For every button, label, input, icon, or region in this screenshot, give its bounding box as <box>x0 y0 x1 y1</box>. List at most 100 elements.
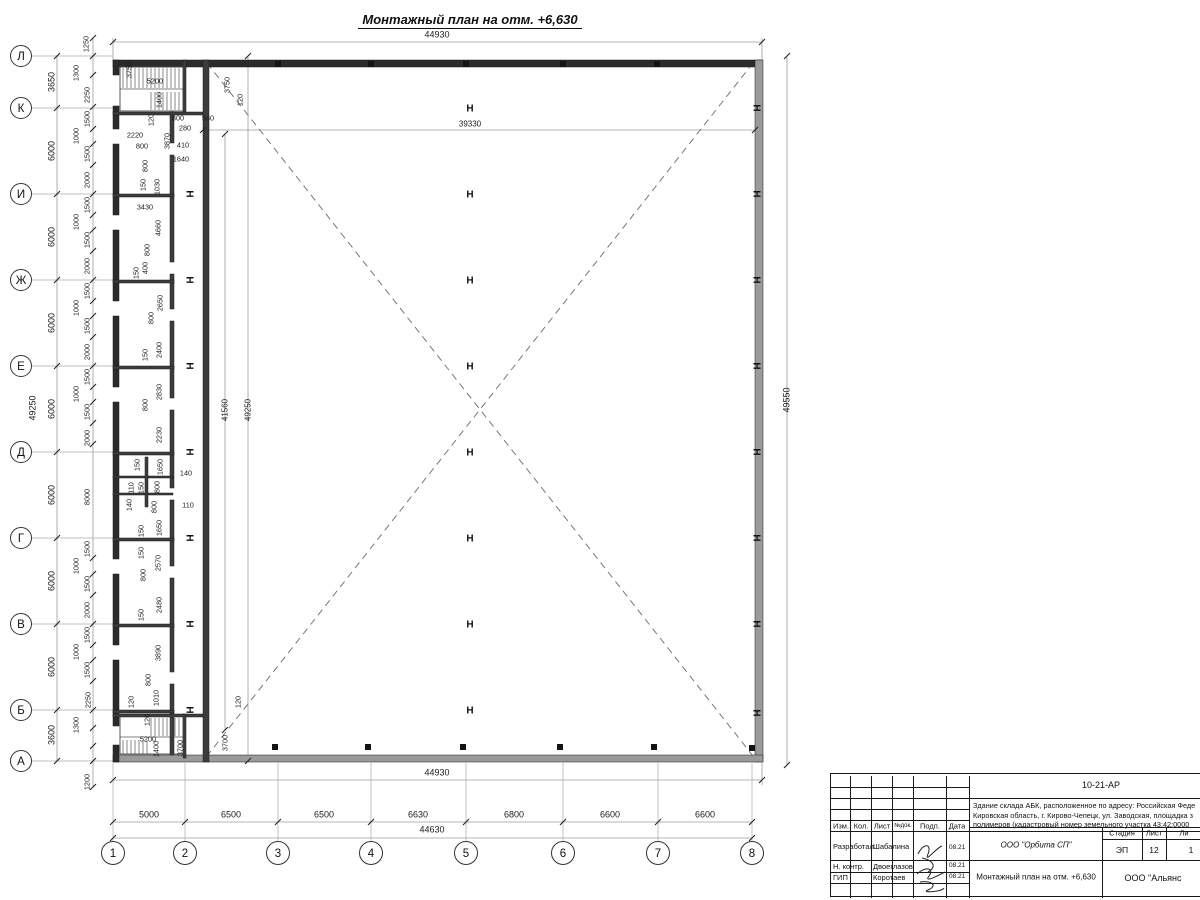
column-h-mark: Н <box>466 276 473 287</box>
dim-label: 120 <box>147 114 156 126</box>
column-h-mark: Н <box>184 706 195 713</box>
dimension-tick <box>89 757 97 765</box>
grid-bubble <box>359 841 383 865</box>
column-square <box>460 744 466 750</box>
dimension-tick <box>53 620 61 628</box>
dim-label: 41560 <box>221 398 230 421</box>
drawing-title-text: Монтажный план на отм. +6,630 <box>358 12 582 29</box>
wall <box>112 111 204 116</box>
dim-label: 44630 <box>419 825 444 835</box>
tb-line <box>892 776 893 898</box>
dimension-tick <box>53 706 61 714</box>
wall <box>112 713 204 718</box>
dimension-tick <box>89 641 97 649</box>
dim-label: 120 <box>234 696 243 708</box>
tb-line <box>831 787 969 788</box>
grid-bubble-label: 5 <box>463 848 469 860</box>
tb-line <box>1102 839 1200 840</box>
dim-label: 44930 <box>424 768 449 778</box>
column-h-mark: Н <box>751 448 762 455</box>
tb-address-line1: Здание склада АБК, расположенное по адре… <box>973 801 1196 810</box>
column-square <box>651 744 657 750</box>
dimension-tick <box>274 818 282 826</box>
grid-bubble-label: 6 <box>560 848 566 860</box>
dim-label: 1500 <box>83 541 92 557</box>
tb-stage-value: ЭП <box>1115 845 1129 855</box>
dimension-tick <box>89 103 97 111</box>
dimension-tick <box>89 656 97 664</box>
wall <box>169 409 175 489</box>
dim-label: 2830 <box>155 384 164 400</box>
dimension-tick <box>53 362 61 370</box>
grid-bubble <box>173 841 197 865</box>
dim-label: 39330 <box>459 120 482 129</box>
wall <box>112 105 120 130</box>
dim-label: 4660 <box>154 220 163 236</box>
dim-label: 2220 <box>127 131 143 140</box>
dim-label: 6500 <box>221 810 241 820</box>
tb-role-1: Разработал <box>833 842 874 851</box>
dim-label: 1000 <box>72 300 81 316</box>
grid-bubble <box>266 841 290 865</box>
dim-label: 2650 <box>156 295 165 311</box>
tb-line <box>850 776 851 898</box>
dim-label: 6800 <box>504 810 524 820</box>
tb-date-2: 08.21 <box>949 862 966 869</box>
grid-bubble-label: Б <box>17 705 25 717</box>
wall <box>112 193 175 198</box>
grid-bubble <box>454 841 478 865</box>
wall <box>169 683 175 756</box>
dimension-tick <box>89 34 97 42</box>
wall <box>112 709 175 714</box>
dim-label: 6000 <box>47 571 57 591</box>
dim-label: 140 <box>180 469 192 478</box>
tb-sheet-label: Лист <box>1145 828 1163 838</box>
grid-bubble-label: И <box>17 189 25 201</box>
dimension-tick <box>89 383 97 391</box>
tb-name-2: Двоеглазов <box>873 862 913 871</box>
grid-bubble <box>10 45 32 67</box>
dim-label: 800 <box>141 160 150 172</box>
column-h-mark: Н <box>466 534 473 545</box>
dimension-tick <box>783 52 791 60</box>
dim-label: 1500 <box>83 197 92 213</box>
dimension-tick <box>244 757 252 765</box>
dim-label: 8000 <box>83 489 92 505</box>
dim-label: 3890 <box>154 645 163 661</box>
column-square <box>654 61 660 67</box>
wall <box>112 401 120 560</box>
tb-sheets-value: 1 <box>1188 845 1194 855</box>
dim-label: 1500 <box>83 627 92 643</box>
grid-bubble-label: Г <box>18 533 25 545</box>
wall <box>169 499 175 567</box>
column-h-mark: Н <box>184 190 195 197</box>
dimension-tick <box>89 398 97 406</box>
wall <box>169 154 175 263</box>
dimension-tick <box>53 757 61 765</box>
dimension-tick <box>221 130 229 138</box>
column-h-mark: Н <box>751 709 762 716</box>
wall <box>112 573 120 646</box>
wall <box>202 59 210 763</box>
tb-col-list: Лист <box>873 821 891 831</box>
dim-label: 3600 <box>47 725 57 745</box>
tb-name-3: Коротаев <box>873 873 906 882</box>
dim-label: 1000 <box>72 558 81 574</box>
wall <box>112 754 764 763</box>
dim-label: 2000 <box>83 602 92 618</box>
dimension-tick <box>89 419 97 427</box>
grid-bubble-label: Л <box>17 51 25 63</box>
tb-name-1: Шабалина <box>873 842 910 851</box>
dim-label: 2000 <box>83 172 92 188</box>
dimension-tick <box>181 818 189 826</box>
column-square <box>272 744 278 750</box>
dimension-tick <box>748 834 756 842</box>
wall <box>112 623 175 628</box>
dimension-tick <box>748 818 756 826</box>
dimension-tick <box>89 52 97 60</box>
tb-col-kol: Кол. <box>853 821 869 831</box>
dim-label: 1500 <box>83 111 92 127</box>
dim-label: 140 <box>125 499 134 511</box>
grid-bubble <box>10 699 32 721</box>
